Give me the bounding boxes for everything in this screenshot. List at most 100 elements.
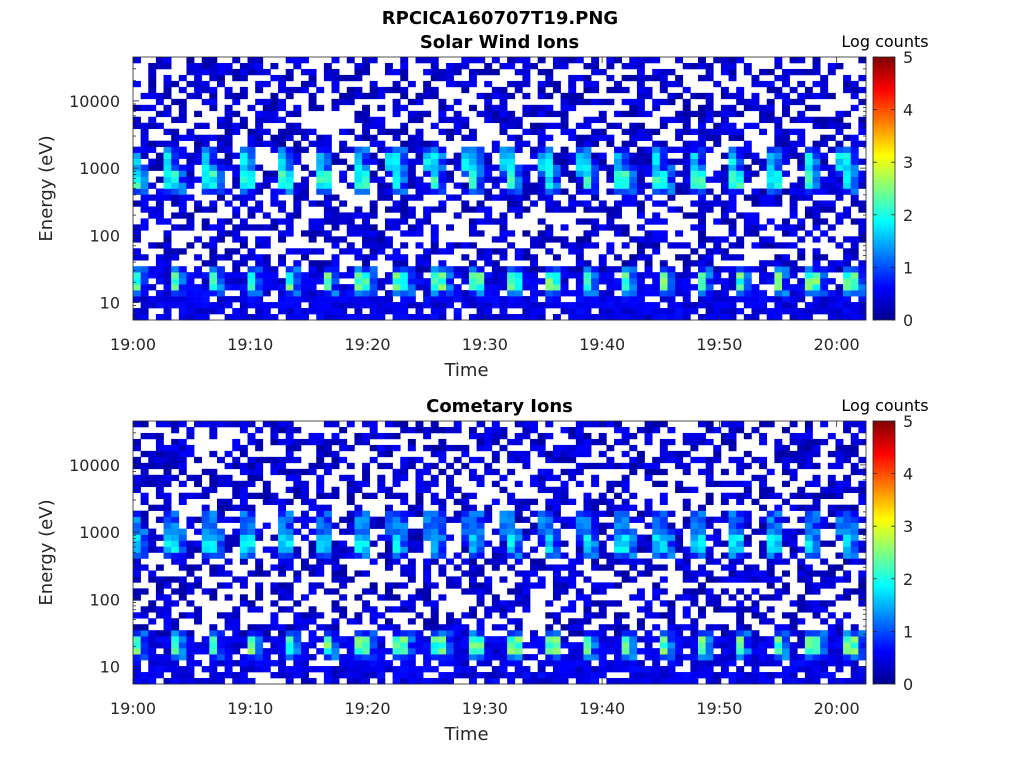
spectrogram-cell	[682, 462, 691, 470]
spectrogram-cell	[591, 62, 600, 70]
spectrogram-cell	[369, 206, 378, 213]
spectrogram-cell	[827, 68, 836, 76]
spectrogram-cell	[384, 302, 393, 309]
spectrogram-cell	[812, 296, 821, 303]
spectrogram-cell	[636, 666, 645, 673]
spectrogram-cell	[323, 62, 332, 70]
spectrogram-cell	[163, 104, 172, 112]
spectrogram-cell	[575, 444, 584, 452]
spectrogram-cell	[560, 110, 569, 118]
spectrogram-cell	[530, 152, 538, 159]
spectrogram-cell	[591, 284, 600, 291]
spectrogram-cell	[675, 302, 684, 309]
spectrogram-cell	[636, 224, 645, 231]
spectrogram-cell	[423, 290, 432, 297]
spectrogram-cell	[209, 474, 218, 482]
spectrogram-cell	[346, 272, 355, 279]
spectrogram-cell	[339, 540, 348, 547]
spectrogram-cell	[514, 421, 523, 428]
spectrogram-cell	[499, 128, 508, 136]
spectrogram-cell	[827, 206, 836, 213]
spectrogram-cell	[232, 486, 241, 494]
spectrogram-cell	[545, 236, 554, 243]
spectrogram-cell	[736, 510, 745, 517]
spectrogram-cell	[705, 522, 714, 529]
spectrogram-cell	[216, 290, 225, 297]
spectrogram-cell	[178, 462, 187, 470]
spectrogram-cell	[293, 62, 302, 70]
spectrogram-cell	[491, 182, 500, 189]
spectrogram-cell	[675, 314, 684, 321]
spectrogram-cell	[545, 636, 554, 643]
spectrogram-cell	[583, 182, 592, 189]
spectrogram-cell	[858, 296, 867, 303]
spectrogram-cell	[736, 188, 745, 195]
spectrogram-cell	[507, 606, 516, 613]
spectrogram-cell	[262, 480, 271, 488]
spectrogram-cell	[659, 122, 668, 130]
spectrogram-cell	[415, 284, 424, 291]
spectrogram-cell	[621, 140, 630, 147]
spectrogram-cell	[598, 666, 607, 673]
spectrogram-cell	[530, 558, 538, 565]
spectrogram-cell	[476, 630, 485, 637]
spectrogram-cell	[636, 242, 645, 249]
spectrogram-cell	[209, 426, 218, 434]
spectrogram-cell	[491, 672, 500, 679]
spectrogram-cell	[239, 516, 248, 523]
spectrogram-cell	[232, 540, 241, 547]
spectrogram-cell	[568, 266, 577, 273]
spectrogram-cell	[201, 176, 210, 183]
spectrogram-cell	[194, 176, 203, 183]
spectrogram-cell	[690, 600, 699, 607]
spectrogram-cell	[835, 158, 844, 165]
spectrogram-cell	[247, 296, 256, 303]
spectrogram-cell	[293, 666, 302, 673]
spectrogram-cell	[537, 164, 546, 171]
spectrogram-cell	[835, 212, 844, 219]
spectrogram-cell	[423, 528, 432, 535]
spectrogram-cell	[331, 522, 340, 529]
spectrogram-cell	[407, 564, 416, 571]
spectrogram-cell	[507, 242, 516, 249]
spectrogram-cell	[216, 188, 225, 195]
spectrogram-cell	[140, 498, 149, 505]
spectrogram-cell	[621, 62, 630, 70]
spectrogram-cell	[659, 170, 668, 177]
spectrogram-cell	[514, 206, 523, 213]
spectrogram-cell	[354, 230, 363, 237]
spectrogram-cell	[216, 266, 225, 273]
spectrogram-cell	[621, 74, 630, 82]
spectrogram-cell	[430, 462, 439, 470]
spectrogram-cell	[461, 146, 470, 153]
spectrogram-cell	[530, 188, 538, 195]
spectrogram-cell	[400, 122, 409, 130]
spectrogram-cell	[598, 110, 607, 118]
spectrogram-cell	[201, 648, 210, 655]
spectrogram-cell	[659, 444, 668, 452]
spectrogram-cell	[629, 278, 638, 285]
spectrogram-cell	[621, 630, 630, 637]
spectrogram-cell	[789, 146, 798, 153]
spectrogram-cell	[247, 462, 256, 470]
spectrogram-cell	[629, 74, 638, 82]
spectrogram-cell	[736, 522, 745, 529]
spectrogram-cell	[728, 444, 737, 452]
spectrogram-cell	[560, 654, 569, 661]
spectrogram-cell	[163, 266, 172, 273]
spectrogram-cell	[133, 224, 141, 231]
spectrogram-cell	[171, 666, 180, 673]
spectrogram-cell	[201, 242, 210, 249]
spectrogram-cell	[316, 522, 325, 529]
spectrogram-cell	[247, 642, 256, 649]
spectrogram-cell	[820, 278, 829, 285]
spectrogram-cell	[178, 534, 187, 541]
spectrogram-cell	[384, 588, 393, 595]
spectrogram-cell	[270, 498, 279, 505]
spectrogram-cell	[178, 456, 187, 464]
spectrogram-cell	[484, 636, 493, 643]
spectrogram-cell	[560, 92, 569, 100]
spectrogram-cell	[575, 480, 584, 488]
spectrogram-cell	[155, 654, 164, 661]
spectrogram-cell	[522, 170, 531, 177]
